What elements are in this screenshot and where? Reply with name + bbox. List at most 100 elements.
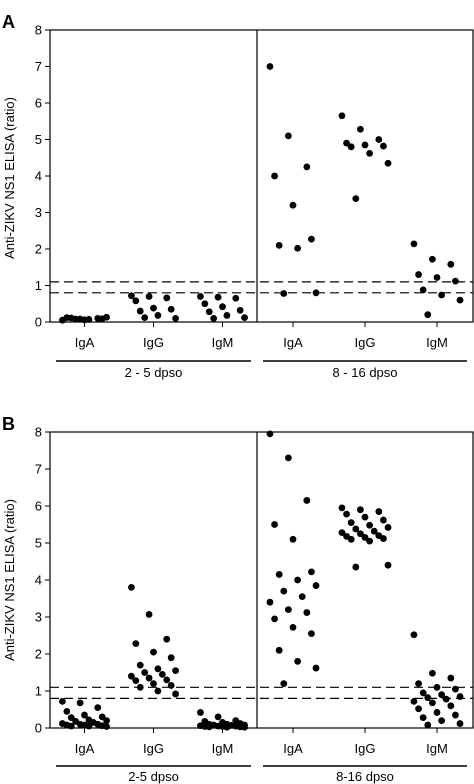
data-point-iga (271, 521, 278, 528)
data-point-igm (447, 674, 455, 682)
data-point-iga (303, 609, 311, 616)
data-point-iga (289, 201, 297, 209)
data-point-igm (410, 240, 418, 248)
category-label: IgA (283, 335, 303, 350)
y-tick-label: 0 (35, 315, 42, 330)
data-point-iga (294, 658, 302, 665)
category-label: IgM (212, 741, 234, 756)
data-point-igg (338, 529, 346, 537)
data-point-iga (266, 63, 274, 70)
y-tick-label: 1 (35, 684, 42, 699)
data-point-iga (280, 290, 288, 297)
data-point-iga (266, 598, 274, 606)
data-point-igg (158, 670, 166, 678)
y-tick-label: 7 (35, 462, 42, 477)
data-point-iga (298, 593, 306, 601)
y-tick-label: 3 (35, 610, 42, 625)
data-point-igg (172, 690, 179, 698)
data-point-igg (380, 535, 387, 542)
data-point-iga (294, 576, 302, 584)
data-point-igm (415, 705, 422, 713)
data-point-igg (370, 527, 378, 535)
data-point-igm (424, 694, 432, 702)
y-axis-label: Anti-ZIKV NS1 ELISA (ratio) (2, 97, 17, 259)
data-point-igg (172, 667, 179, 675)
data-point-igg (145, 674, 153, 682)
data-point-igm (438, 717, 446, 724)
data-point-igm (442, 695, 450, 703)
data-point-igg (347, 535, 355, 543)
data-point-igm (424, 721, 432, 729)
y-tick-label: 6 (35, 499, 42, 514)
data-point-igm (433, 709, 441, 716)
category-label: IgG (355, 741, 376, 756)
data-point-igm (447, 260, 455, 268)
data-point-igg (375, 508, 383, 515)
data-point-iga (294, 244, 302, 252)
chart-panel-a: A 0 1 2 3 4 5 6 7 8 Anti-ZIKV NS1 ELISA (ratio) IgA… (2, 12, 474, 380)
data-point-igm (223, 312, 231, 319)
data-point-iga (63, 707, 71, 715)
data-point-igm (410, 697, 418, 705)
data-point-igm (415, 271, 422, 278)
data-point-iga (103, 717, 110, 724)
y-tick-label: 5 (35, 536, 42, 551)
data-point-igg (145, 611, 153, 618)
data-point-igm (219, 303, 226, 311)
data-point-iga (303, 497, 311, 504)
category-label: IgM (426, 335, 448, 350)
data-point-igg (361, 513, 369, 521)
data-point-iga (284, 606, 292, 613)
data-point-igg (366, 149, 374, 157)
data-point-igg (128, 292, 135, 300)
data-point-iga (280, 587, 288, 595)
y-tick-label: 1 (35, 278, 42, 293)
group-label: 8-16 dpso (336, 769, 394, 784)
group-label: 8 - 16 dpso (332, 365, 397, 380)
data-point-iga (76, 699, 84, 707)
y-axis-label: Anti-ZIKV NS1 ELISA (ratio) (2, 499, 17, 661)
data-point-igg (172, 314, 179, 322)
data-point-igg (375, 136, 383, 143)
data-point-iga (85, 316, 93, 323)
data-point-iga (284, 454, 292, 462)
data-point-iga (271, 172, 278, 180)
y-tick-label: 4 (35, 169, 42, 184)
data-point-igm (456, 693, 464, 700)
data-point-iga (308, 568, 315, 576)
data-point-igm (210, 314, 218, 322)
data-point-igm (433, 274, 441, 281)
data-point-igg (361, 534, 369, 541)
group-label: 2 - 5 dpso (125, 365, 183, 380)
plot-frame (49, 431, 474, 729)
data-point-igg (128, 584, 135, 591)
chart-panel-b: B 0 1 2 3 4 5 6 7 8 Anti-ZIKV NS1 ELISA (ratio) IgA… (2, 414, 474, 784)
data-point-igg (128, 672, 135, 680)
category-label: IgA (75, 741, 95, 756)
y-tick-label: 7 (35, 59, 42, 74)
data-point-igm (433, 683, 441, 691)
data-point-iga (72, 315, 80, 323)
data-point-igm (223, 723, 231, 731)
data-point-igm (456, 296, 464, 304)
data-point-iga (275, 571, 283, 578)
data-point-igg (154, 312, 162, 319)
panel-letter: B (2, 414, 15, 434)
data-point-iga (312, 289, 320, 297)
data-point-igm (419, 689, 427, 697)
data-point-igm (197, 293, 204, 300)
y-tick-label: 3 (35, 205, 42, 220)
data-point-iga (271, 615, 278, 623)
data-point-iga (312, 582, 320, 589)
data-point-igg (356, 506, 364, 514)
data-point-igg (141, 314, 149, 322)
data-point-igg (150, 680, 157, 687)
data-point-igg (136, 683, 144, 691)
y-tick-label: 8 (35, 23, 42, 38)
y-tick-label: 2 (35, 647, 42, 662)
data-point-igg (352, 563, 360, 571)
panels: A 0 1 2 3 4 5 6 7 8 Anti-ZIKV NS1 ELISA (ratio) IgA… (2, 12, 474, 784)
data-point-igg (136, 661, 144, 669)
data-point-igm (232, 294, 240, 302)
data-point-igm (205, 723, 213, 731)
